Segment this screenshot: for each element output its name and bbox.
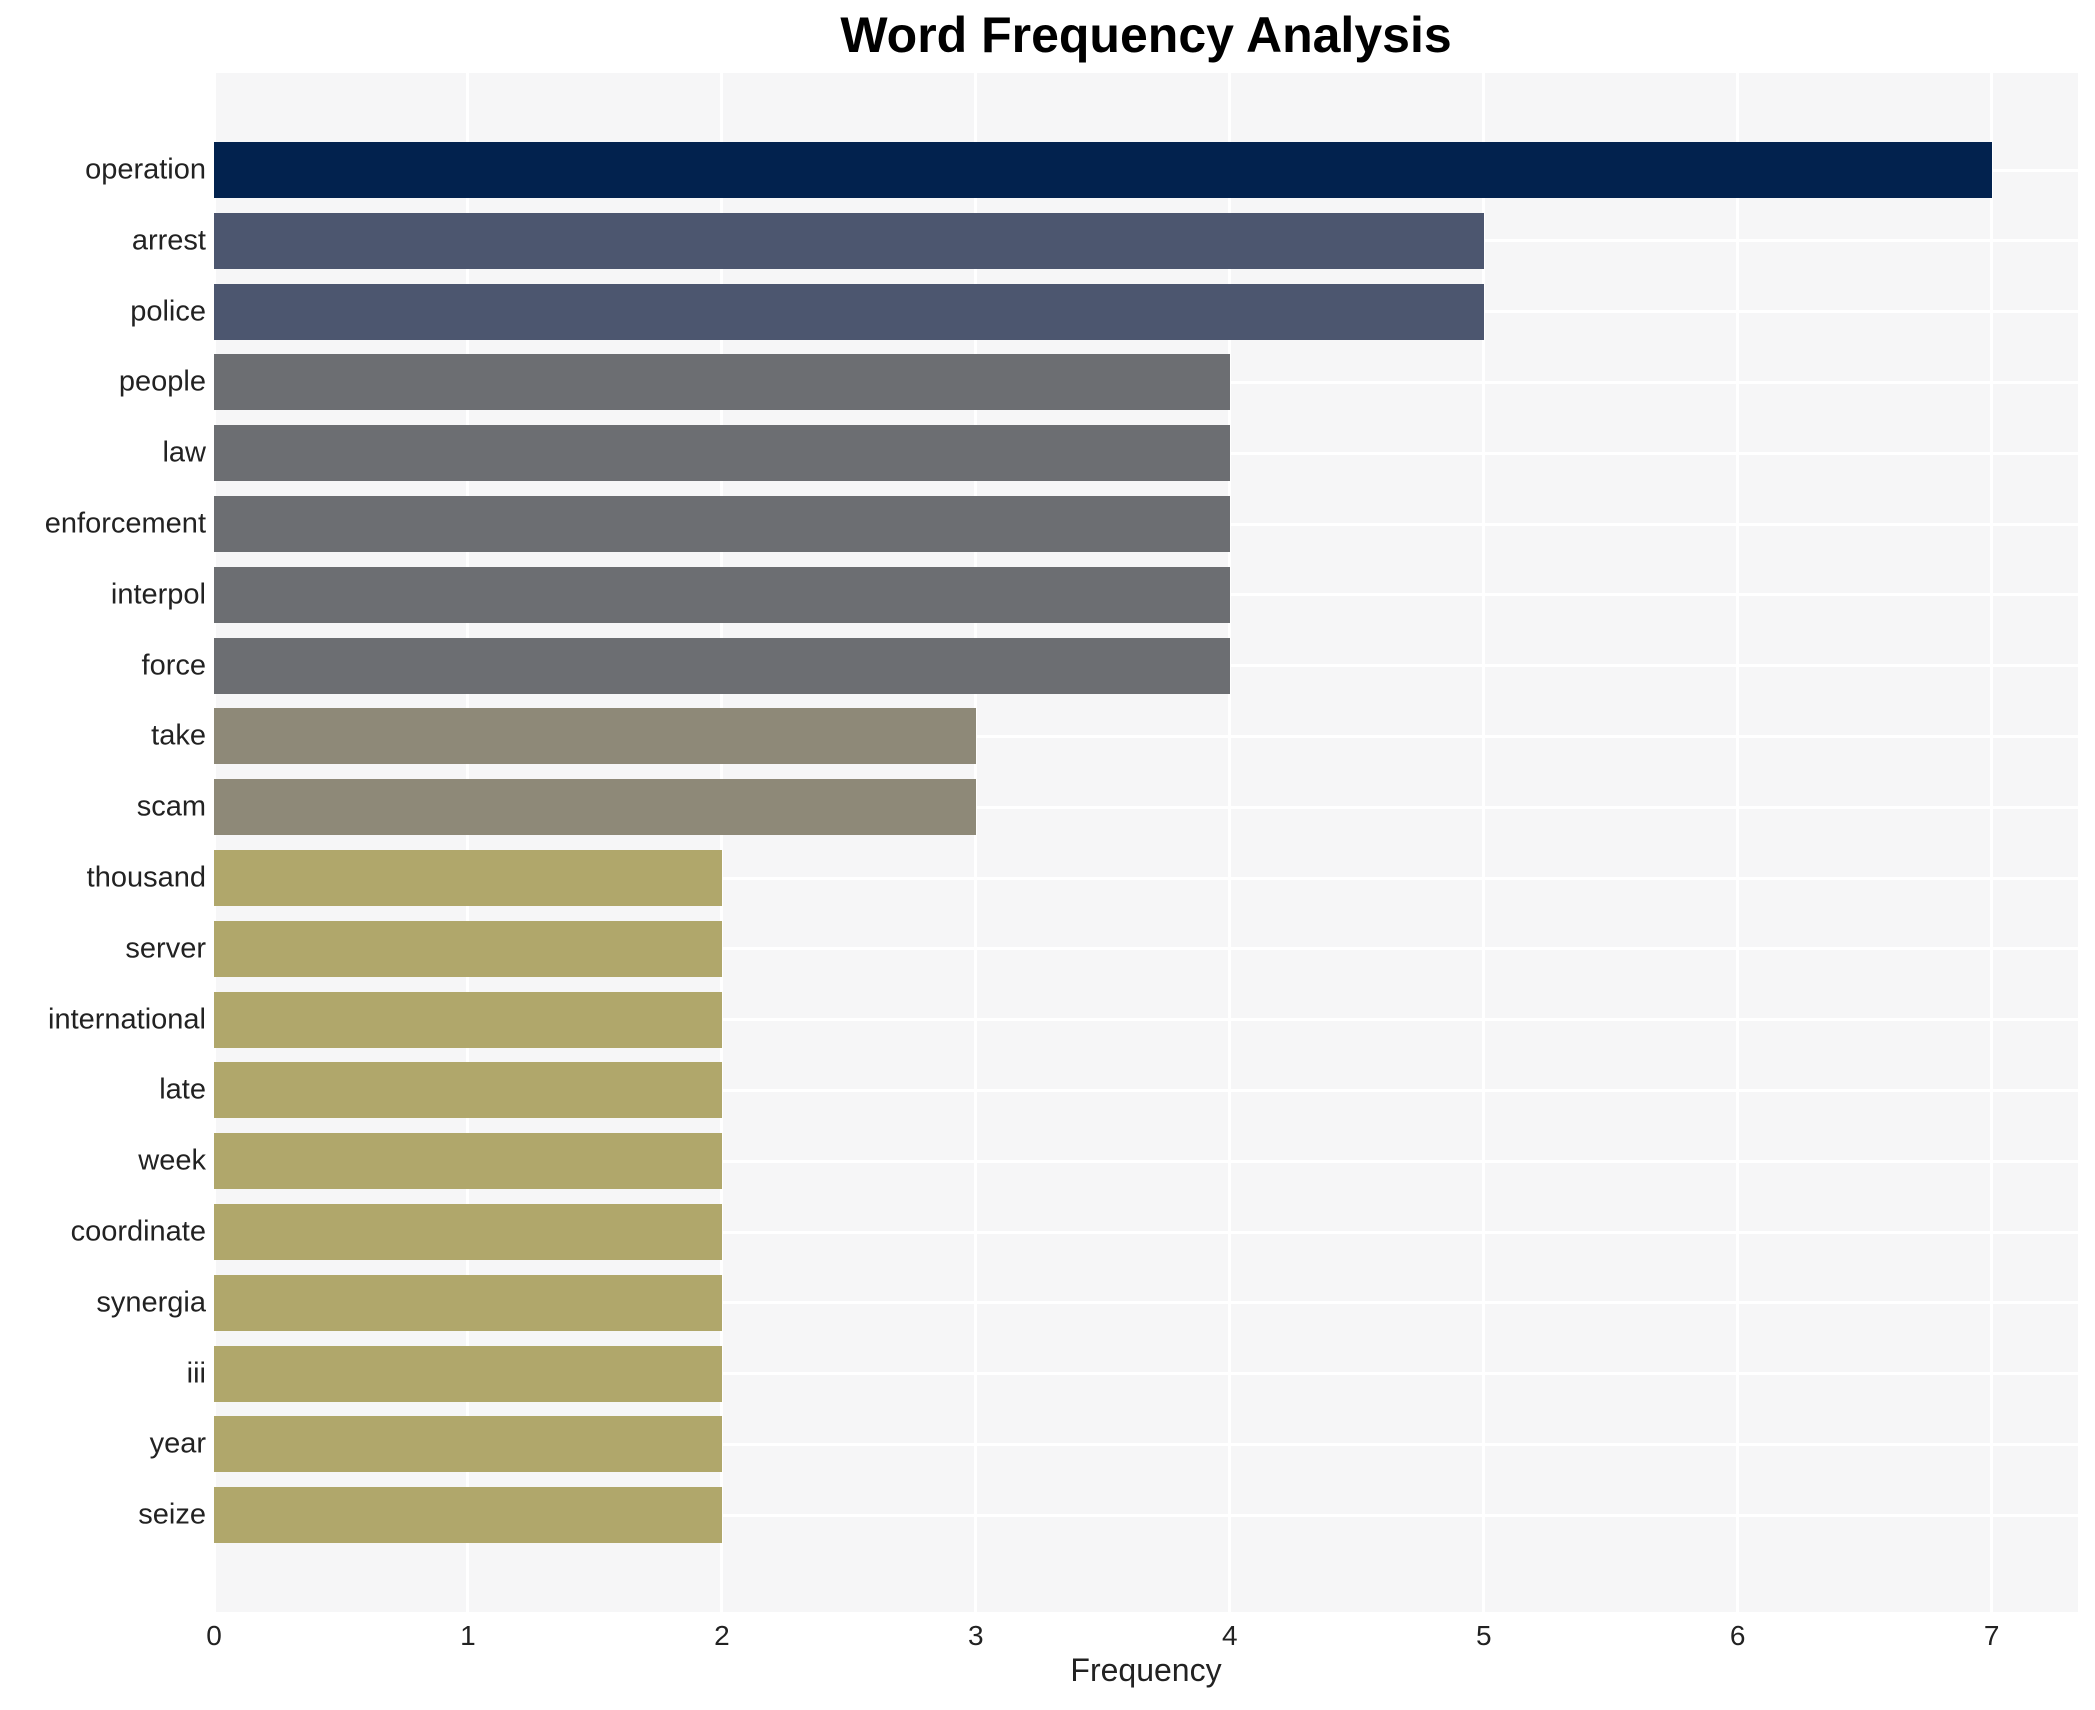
- x-tick-label-2: 2: [714, 1620, 730, 1651]
- y-axis-label-coordinate: coordinate: [70, 1215, 206, 1248]
- x-tick-label-5: 5: [1475, 1620, 1492, 1651]
- x-tick-label-4: 4: [1222, 1620, 1238, 1651]
- gridline-horizontal: [214, 1513, 2078, 1517]
- y-axis-label-enforcement: enforcement: [44, 507, 206, 540]
- y-axis-label-international: international: [48, 1003, 206, 1036]
- x-axis-title: Frequency: [1070, 1652, 1222, 1688]
- bar-police: [214, 283, 1484, 340]
- bar-week: [214, 1133, 722, 1190]
- gridline-vertical: [466, 73, 470, 1612]
- bar-force: [214, 637, 1230, 694]
- gridline-horizontal: [214, 734, 2078, 738]
- plot-area: [214, 73, 2078, 1612]
- gridline-vertical: [1736, 73, 1740, 1612]
- bar-server: [214, 920, 722, 977]
- gridline-horizontal: [214, 1159, 2078, 1163]
- bar-scam: [214, 779, 976, 836]
- gridline-horizontal: [214, 1442, 2078, 1446]
- bar-operation: [214, 142, 1992, 198]
- gridline-vertical: [1482, 73, 1486, 1612]
- x-axis-ticks: 0 1 2 3 4 5 6 7: [206, 1612, 2078, 1652]
- gridline-vertical: [1228, 73, 1232, 1612]
- gridline-horizontal: [214, 1230, 2078, 1234]
- bar-international: [214, 991, 722, 1048]
- y-axis-label-law: law: [162, 436, 206, 469]
- bar-law: [214, 425, 1230, 482]
- bar-iii: [214, 1345, 722, 1402]
- bar-take: [214, 708, 976, 765]
- bar-interpol: [214, 566, 1230, 623]
- bar-late: [214, 1062, 722, 1119]
- x-tick-label-6: 6: [1729, 1620, 1746, 1651]
- y-axis-label-police: police: [130, 295, 206, 328]
- y-axis-label-operation: operation: [85, 153, 206, 186]
- gridline-horizontal: [214, 1088, 2078, 1092]
- y-axis-label-iii: iii: [186, 1357, 206, 1390]
- bar-people: [214, 354, 1230, 411]
- y-axis-label-week: week: [138, 1144, 206, 1177]
- y-axis-label-seize: seize: [138, 1498, 206, 1531]
- bar-year: [214, 1416, 722, 1473]
- y-axis-label-arrest: arrest: [131, 224, 206, 257]
- y-axis-label-interpol: interpol: [110, 578, 206, 611]
- bar-arrest: [214, 212, 1484, 269]
- bar-synergia: [214, 1274, 722, 1331]
- gridline-vertical: [974, 73, 978, 1612]
- y-axis-label-server: server: [125, 932, 206, 965]
- gridline-vertical: [214, 73, 216, 1612]
- y-axis-label-late: late: [159, 1073, 206, 1106]
- y-axis-label-take: take: [151, 719, 206, 752]
- y-axis-label-people: people: [118, 365, 206, 398]
- x-tick-label-3: 3: [968, 1620, 984, 1651]
- gridline-horizontal: [214, 876, 2078, 880]
- gridline-horizontal: [214, 805, 2078, 809]
- x-tick-label-7: 7: [1983, 1620, 2000, 1651]
- gridline-horizontal: [214, 1301, 2078, 1305]
- y-axis-label-force: force: [141, 649, 206, 682]
- y-axis-label-thousand: thousand: [86, 861, 206, 894]
- y-axis-label-scam: scam: [136, 790, 206, 823]
- gridline-horizontal: [214, 947, 2078, 951]
- bar-coordinate: [214, 1204, 722, 1260]
- gridline-horizontal: [214, 1018, 2078, 1022]
- gridline-vertical: [1990, 73, 1994, 1612]
- bar-enforcement: [214, 496, 1230, 552]
- chart-title: Word Frequency Analysis: [840, 7, 1452, 63]
- bar-thousand: [214, 850, 722, 906]
- y-axis-label-year: year: [149, 1427, 206, 1460]
- bar-seize: [214, 1487, 722, 1544]
- gridline-vertical: [720, 73, 724, 1612]
- x-tick-label-0: 0: [206, 1620, 222, 1651]
- y-axis-label-synergia: synergia: [96, 1286, 206, 1319]
- gridline-horizontal: [214, 1372, 2078, 1376]
- y-axis-labels: operation arrest police people law enforcemen…: [0, 73, 206, 1612]
- x-tick-label-1: 1: [460, 1620, 476, 1651]
